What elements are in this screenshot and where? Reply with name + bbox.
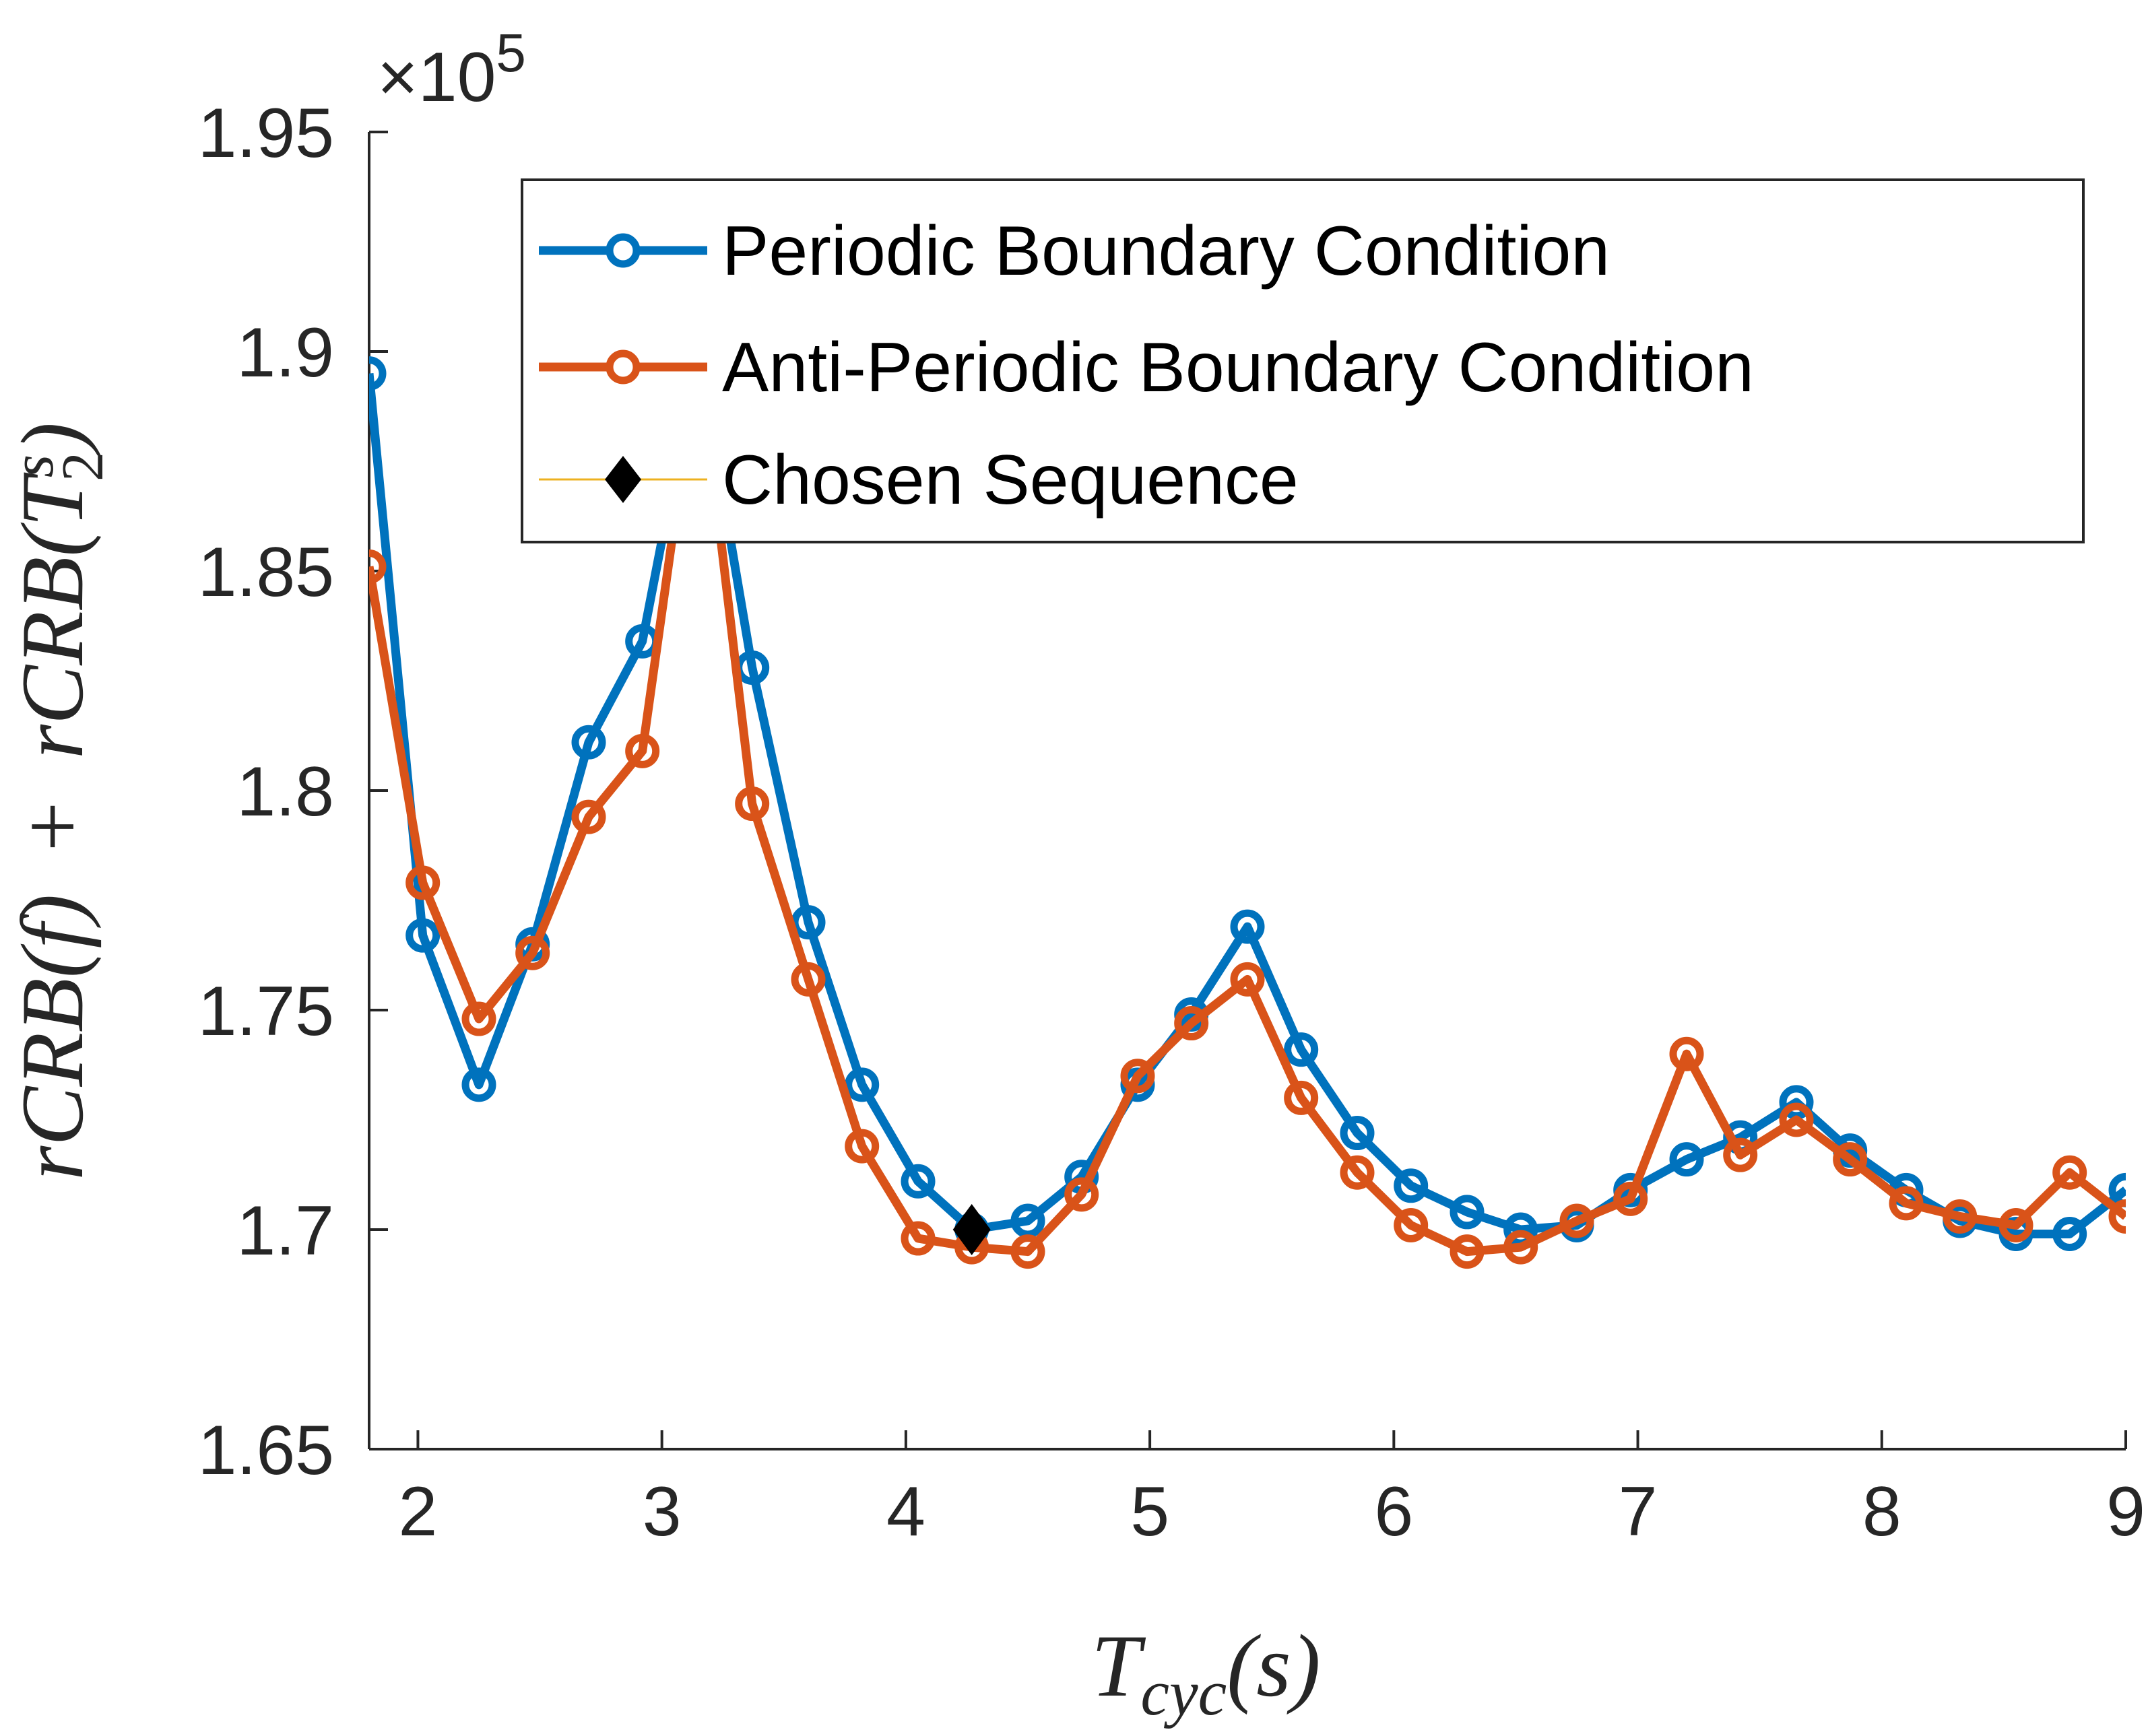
y-exponent-base: ×10: [377, 38, 496, 116]
data-point-antiperiodic: [1230, 962, 1265, 997]
x-tick-label: 4: [886, 1473, 925, 1551]
legend-box: [521, 178, 2085, 543]
data-point-antiperiodic: [369, 549, 387, 584]
x-axis-title-main: T: [1091, 1616, 1146, 1715]
y-tick-label: 1.65: [198, 1411, 334, 1490]
axis-ticks: 2 3 4 5 6 7 8 9 1.65 1.7 1.75 1.8 1.85 1.9 1.95: [198, 94, 2145, 1551]
data-point-antiperiodic: [791, 962, 826, 997]
data-point-antiperiodic: [901, 1221, 936, 1256]
y-tick-label: 1.8: [236, 753, 334, 831]
data-point-periodic: [1669, 1142, 1704, 1177]
data-point-antiperiodic: [1613, 1181, 1648, 1216]
y-axis-title-term1: rCRB(f): [3, 894, 102, 1180]
data-point-antiperiodic: [1064, 1177, 1099, 1212]
data-point-antiperiodic: [1779, 1102, 1814, 1137]
data-point-antiperiodic: [1669, 1036, 1704, 1071]
data-point-antiperiodic: [1340, 1155, 1375, 1190]
data-point-periodic: [1340, 1116, 1375, 1151]
data-point-periodic: [791, 905, 826, 940]
data-point-periodic: [1450, 1195, 1485, 1230]
data-point-antiperiodic: [1943, 1199, 1978, 1234]
data-point-antiperiodic: [515, 935, 550, 970]
data-point-periodic: [369, 356, 387, 391]
x-tick-label: 5: [1130, 1473, 1169, 1551]
data-point-antiperiodic: [2108, 1199, 2126, 1234]
x-tick-label: 3: [643, 1473, 682, 1551]
x-tick-label: 6: [1374, 1473, 1413, 1551]
data-point-periodic: [571, 725, 606, 760]
data-point-antiperiodic: [845, 1129, 880, 1164]
y-exponent-power: 5: [496, 23, 526, 83]
y-axis-title-term2-prefix: rCRB(T: [3, 472, 102, 760]
data-point-antiperiodic: [1723, 1137, 1758, 1172]
y-tick-label: 1.95: [198, 94, 334, 172]
data-point-antiperiodic: [2052, 1155, 2087, 1190]
chosen-sequence-marker: [952, 1204, 991, 1255]
y-axis-title: rCRB(f) + rCRB(Ts2): [1, 422, 116, 1180]
data-point-antiperiodic: [461, 1001, 496, 1036]
series-line-antiperiodic: [369, 347, 2126, 1257]
data-point-periodic: [2052, 1217, 2087, 1252]
legend-marker-chosen-diamond: [605, 456, 641, 503]
x-axis-title: Tcyc(s): [1091, 1616, 1321, 1729]
data-point-periodic: [1230, 909, 1265, 944]
data-point-antiperiodic: [571, 799, 606, 834]
data-point-antiperiodic: [1503, 1230, 1538, 1265]
data-point-periodic: [845, 1067, 880, 1102]
x-axis-title-unit: (s): [1227, 1616, 1320, 1715]
y-tick-label: 1.7: [236, 1192, 334, 1270]
data-point-antiperiodic: [735, 787, 770, 822]
y-tick-label: 1.9: [236, 314, 334, 392]
data-point-antiperiodic: [1174, 1006, 1209, 1041]
legend-marker-antiperiodic: [606, 349, 641, 385]
data-point-periodic: [1394, 1168, 1429, 1203]
data-point-antiperiodic: [1889, 1186, 1924, 1221]
legend-label-periodic: Periodic Boundary Condition: [722, 212, 1610, 290]
y-axis-title-term2-suffix: ): [3, 422, 102, 457]
y-tick-label: 1.75: [198, 972, 334, 1050]
data-point-antiperiodic: [1450, 1234, 1485, 1269]
data-point-antiperiodic: [1998, 1207, 2033, 1242]
data-point-antiperiodic: [405, 865, 441, 900]
data-point-periodic: [2108, 1172, 2126, 1207]
series-line-periodic: [369, 347, 2126, 1238]
data-point-antiperiodic: [1833, 1142, 1868, 1177]
data-point-antiperiodic: [1559, 1203, 1594, 1238]
legend-label-antiperiodic: Anti-Periodic Boundary Condition: [722, 329, 1754, 407]
y-axis-title-term2-sup: s: [1, 455, 66, 477]
data-point-antiperiodic: [1010, 1234, 1045, 1269]
data-point-periodic: [1010, 1203, 1045, 1238]
data-point-periodic: [461, 1067, 496, 1102]
data-point-periodic: [405, 918, 441, 953]
x-tick-label: 8: [1862, 1473, 1901, 1551]
legend: Periodic Boundary Condition Anti-Periodi…: [521, 178, 2085, 543]
y-axis-title-term2-sub: 2: [51, 452, 116, 481]
data-point-antiperiodic: [1394, 1207, 1429, 1242]
legend-marker-periodic: [606, 233, 641, 268]
data-point-periodic: [1284, 1032, 1319, 1067]
data-point-antiperiodic: [1284, 1080, 1319, 1115]
x-tick-label: 2: [399, 1473, 438, 1551]
x-axis-title-sub: cyc: [1140, 1657, 1227, 1729]
y-tick-label: 1.85: [198, 533, 334, 611]
data-point-periodic: [901, 1164, 936, 1199]
y-axis-title-plus: +: [3, 801, 102, 851]
legend-label-chosen: Chosen Sequence: [722, 441, 1299, 519]
data-point-antiperiodic: [1120, 1059, 1155, 1094]
x-tick-label: 9: [2106, 1473, 2145, 1551]
data-point-antiperiodic: [625, 733, 660, 768]
x-tick-label: 7: [1619, 1473, 1658, 1551]
series-layer: [369, 334, 2126, 1269]
y-exponent-label: ×105: [377, 23, 526, 116]
